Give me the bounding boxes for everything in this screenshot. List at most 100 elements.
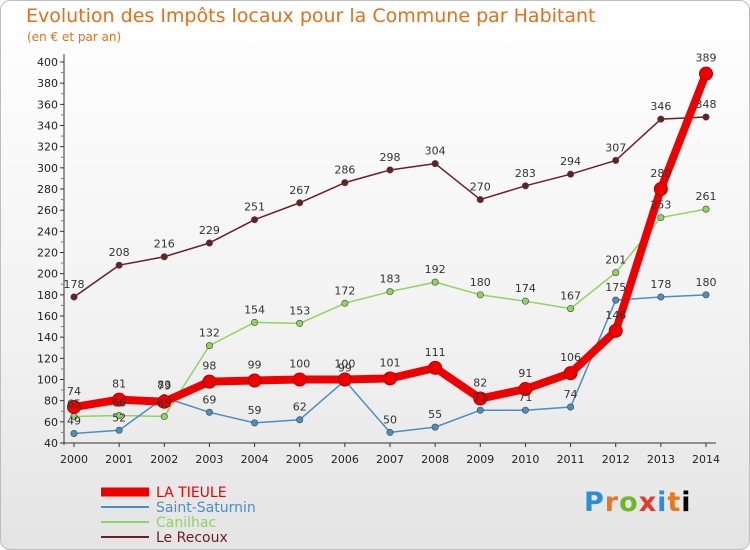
data-point-canilhac [657,214,665,222]
y-tick-label: 280 [37,183,58,196]
data-point-canilhac [160,413,168,421]
data-label-canilhac: 66 [112,396,126,409]
data-label-canilhac: 132 [199,327,220,340]
x-tick-label: 2009 [466,453,494,466]
data-point-canilhac [341,299,349,307]
y-tick-label: 400 [37,56,58,69]
x-tick-label: 2014 [692,453,720,466]
data-label-le-recoux: 346 [650,100,671,113]
data-point-saint-saturnin [205,408,213,416]
x-tick-label: 2001 [105,453,133,466]
x-tick-label: 2011 [557,453,585,466]
chart-title: Evolution des Impôts locaux pour la Comm… [26,5,596,27]
logo-letter: i [657,487,668,518]
data-label-la-tieule: 106 [560,351,581,364]
data-point-la-tieule [112,392,127,407]
y-tick-label: 80 [44,395,58,408]
x-tick-label: 2012 [602,453,630,466]
data-point-la-tieule [292,372,307,387]
data-point-le-recoux [612,156,620,164]
data-label-saint-saturnin: 175 [605,281,626,294]
data-point-saint-saturnin [431,423,439,431]
data-label-la-tieule: 98 [202,360,216,373]
data-label-la-tieule: 81 [112,378,126,391]
x-tick-label: 2003 [195,453,223,466]
data-label-le-recoux: 208 [109,246,130,259]
data-point-la-tieule [428,360,443,375]
x-tick-label: 2004 [241,453,269,466]
data-label-saint-saturnin: 59 [248,404,262,417]
y-tick-label: 320 [37,141,58,154]
data-point-la-tieule [383,371,397,386]
logo-letter: t [667,487,682,518]
data-point-saint-saturnin [702,291,710,299]
data-label-canilhac: 167 [560,290,581,303]
legend-label-la-tieule: LA TIEULE [156,485,227,501]
data-point-canilhac [386,288,394,296]
logo-letter: x [638,487,658,518]
y-tick-label: 120 [37,352,58,365]
data-label-le-recoux: 304 [425,145,446,158]
data-point-la-tieule [699,66,713,81]
x-tick-label: 2000 [60,453,88,466]
data-label-canilhac: 183 [380,273,401,286]
data-point-saint-saturnin [386,428,394,436]
data-point-saint-saturnin [296,416,304,424]
logo-letter: P [584,487,605,518]
data-point-le-recoux [567,170,575,178]
data-label-canilhac: 253 [650,199,671,212]
data-point-saint-saturnin [251,419,259,427]
data-label-saint-saturnin: 52 [112,411,126,424]
data-point-canilhac [521,297,529,305]
data-point-le-recoux [160,253,168,261]
data-point-saint-saturnin [521,406,529,414]
data-point-saint-saturnin [567,403,575,411]
data-point-canilhac [251,318,259,326]
data-label-le-recoux: 307 [605,141,626,154]
data-label-canilhac: 172 [334,284,355,297]
y-tick-label: 140 [37,331,58,344]
x-tick-label: 2007 [376,453,404,466]
data-label-le-recoux: 267 [289,184,310,197]
data-label-le-recoux: 294 [560,155,581,168]
data-point-la-tieule [473,391,488,406]
data-label-canilhac: 65 [157,398,171,411]
y-tick-label: 340 [37,120,58,133]
data-point-le-recoux [431,160,439,168]
data-label-la-tieule: 100 [334,358,355,371]
data-point-saint-saturnin [612,296,620,304]
data-label-saint-saturnin: 71 [473,391,487,404]
data-point-la-tieule [608,323,623,338]
data-point-le-recoux [205,239,213,247]
data-point-le-recoux [521,182,529,190]
y-tick-label: 260 [37,204,58,217]
y-tick-label: 380 [37,77,58,90]
data-label-le-recoux: 348 [696,98,717,111]
data-label-le-recoux: 251 [244,201,265,214]
data-label-la-tieule: 111 [425,346,446,359]
data-point-saint-saturnin [115,426,123,434]
data-label-le-recoux: 270 [470,181,491,194]
data-label-saint-saturnin: 49 [67,414,81,427]
series-layer [67,66,713,437]
proxiti-logo: Proxiti [584,487,692,518]
data-point-la-tieule [247,373,262,388]
data-point-la-tieule [563,366,578,381]
data-label-le-recoux: 286 [334,164,355,177]
data-label-la-tieule: 146 [605,309,626,322]
data-point-canilhac [205,342,213,350]
data-label-canilhac: 65 [67,398,81,411]
y-tick-label: 180 [37,289,58,302]
data-label-saint-saturnin: 55 [428,408,442,421]
chart-subtitle: (en € et par an) [27,30,122,44]
y-tick-label: 300 [37,162,58,175]
logo-letter: o [619,487,639,518]
data-label-canilhac: 153 [289,304,310,317]
logo-letter: r [604,487,620,518]
data-label-la-tieule: 82 [473,377,487,390]
data-label-le-recoux: 216 [154,238,175,251]
data-label-canilhac: 180 [470,276,491,289]
data-point-la-tieule [202,374,217,389]
